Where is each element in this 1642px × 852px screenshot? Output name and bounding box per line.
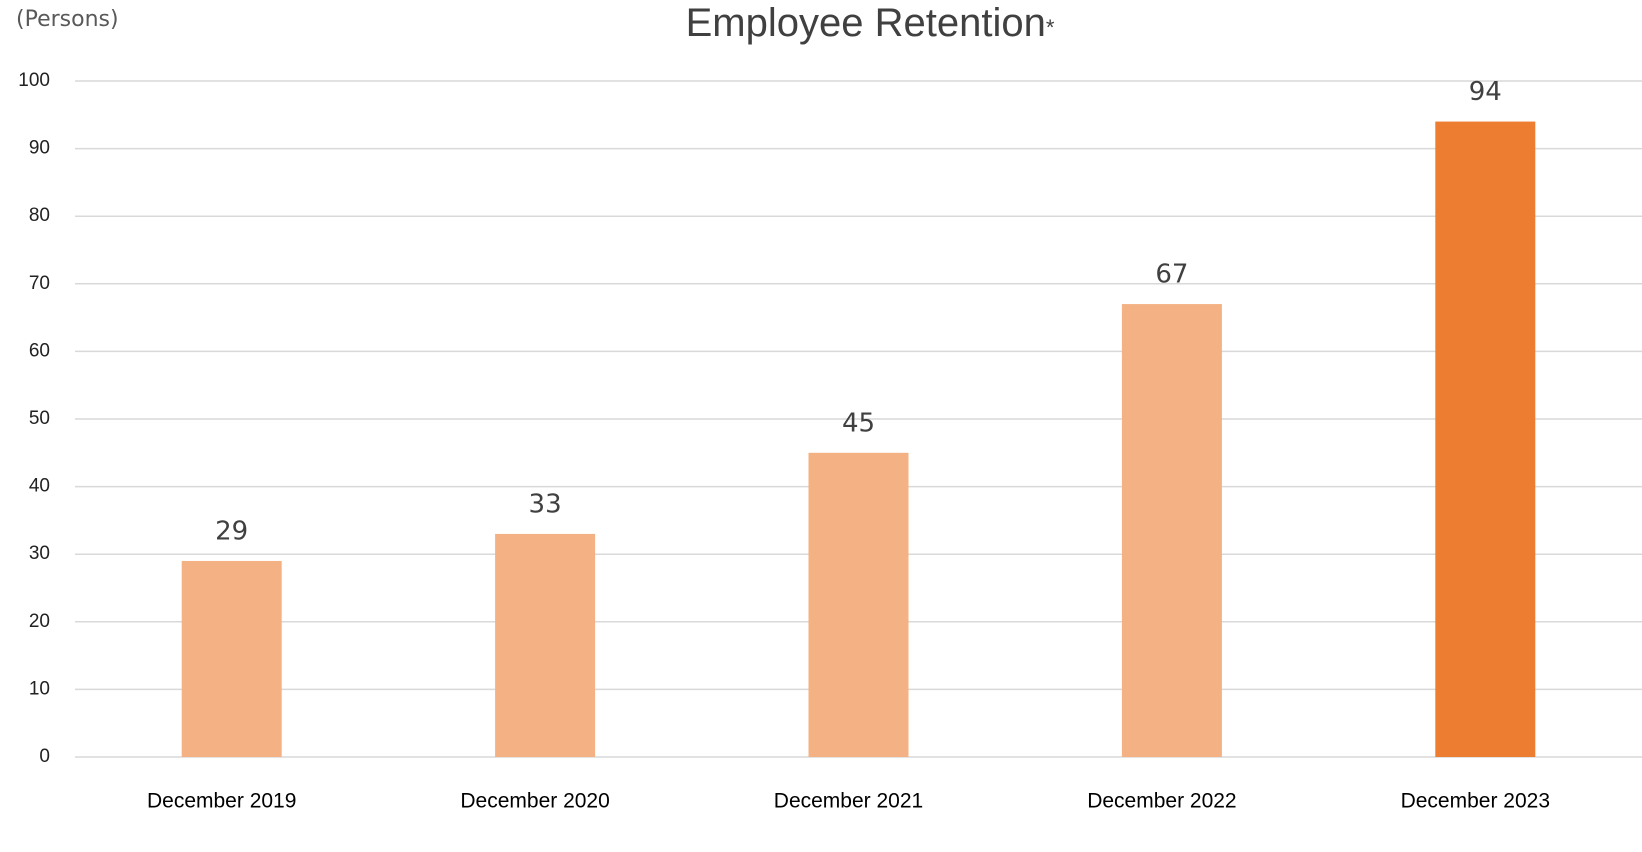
- y-tick-label: 30: [29, 543, 50, 564]
- chart-title: Employee Retention: [686, 1, 1046, 45]
- bar: [181, 560, 282, 757]
- y-tick-label: 90: [29, 138, 50, 159]
- y-tick-label: 0: [39, 746, 50, 767]
- y-tick-label: 40: [29, 476, 50, 497]
- x-tick-label: December 2021: [774, 790, 923, 813]
- y-tick-label: 10: [29, 678, 50, 699]
- y-tick-label: 20: [29, 611, 50, 632]
- title-mark: *: [1046, 15, 1055, 40]
- data-label: 67: [1155, 260, 1188, 290]
- x-tick-label: December 2023: [1401, 790, 1550, 813]
- x-tick-label: December 2022: [1087, 790, 1236, 813]
- bar: [808, 452, 909, 757]
- bar: [495, 533, 596, 757]
- y-tick-label: 80: [29, 205, 50, 226]
- y-tick-label: 70: [29, 273, 50, 294]
- chart-title-group: Employee Retention*: [686, 1, 1055, 45]
- data-label: 94: [1469, 77, 1502, 107]
- x-tick-label: December 2020: [460, 790, 609, 813]
- data-label: 45: [842, 408, 875, 438]
- x-tick-label: December 2019: [147, 790, 296, 813]
- bar: [1435, 121, 1536, 757]
- bar: [1121, 304, 1222, 757]
- data-label: 29: [215, 516, 248, 546]
- y-axis-unit: (Persons): [16, 7, 119, 32]
- y-tick-label: 50: [29, 408, 50, 429]
- y-tick-label: 60: [29, 340, 50, 361]
- data-label: 33: [529, 489, 562, 519]
- y-tick-label: 100: [18, 70, 50, 91]
